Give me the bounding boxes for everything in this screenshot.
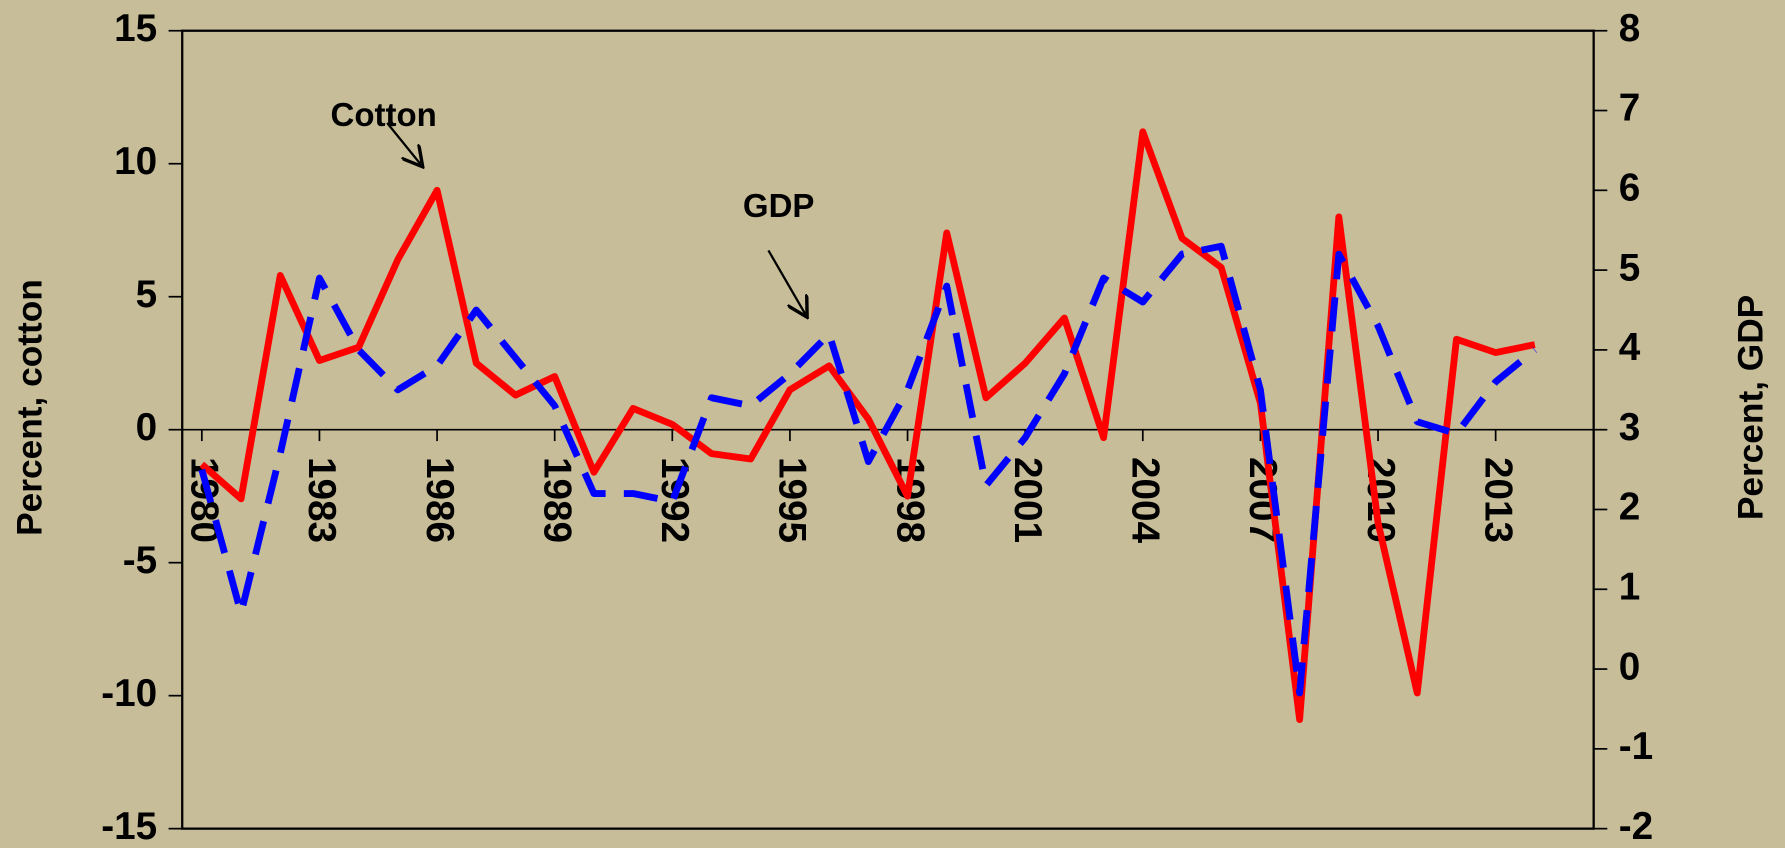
- y2-tick-label: 8: [1619, 7, 1641, 50]
- y2-tick-label: -2: [1619, 805, 1653, 848]
- annotation-arrow: [386, 122, 421, 165]
- y2-tick-label: 4: [1619, 326, 1641, 369]
- annotation: Cotton: [331, 96, 437, 133]
- y-tick-label: 10: [114, 140, 157, 183]
- y-tick-label: -5: [123, 539, 157, 582]
- x-tick-label: 2001: [1006, 457, 1049, 543]
- x-tick-label: 1989: [535, 457, 578, 543]
- x-tick-label: 1992: [653, 457, 696, 543]
- y2-tick-label: 5: [1619, 246, 1641, 289]
- y2-tick-label: 7: [1619, 87, 1641, 130]
- x-tick-label: 2004: [1124, 457, 1167, 544]
- annotation-arrow: [767, 249, 806, 315]
- annotation: GDP: [743, 187, 815, 224]
- y2-tick-label: 0: [1619, 645, 1641, 688]
- series-line: [199, 128, 1536, 724]
- y2-axis-title: Percent, GDP: [1731, 295, 1770, 520]
- x-tick-label: 1995: [771, 457, 814, 543]
- y-tick-label: -10: [101, 672, 157, 715]
- y-axis-title: Percent, cotton: [10, 279, 49, 536]
- y-tick-label: 0: [136, 406, 158, 449]
- y-tick-label: -15: [101, 805, 157, 848]
- y-tick-label: 5: [136, 273, 158, 316]
- x-tick-label: 1986: [418, 457, 461, 543]
- y2-tick-label: 3: [1619, 406, 1641, 449]
- y2-tick-label: 2: [1619, 486, 1641, 529]
- x-tick-label: 1983: [300, 457, 343, 543]
- y-tick-label: 15: [114, 7, 157, 50]
- y2-tick-label: 1: [1619, 565, 1641, 608]
- y2-tick-label: 6: [1619, 167, 1641, 210]
- y2-tick-label: -1: [1619, 725, 1653, 768]
- series-line: [198, 242, 1538, 697]
- x-tick-label: 2013: [1476, 457, 1519, 543]
